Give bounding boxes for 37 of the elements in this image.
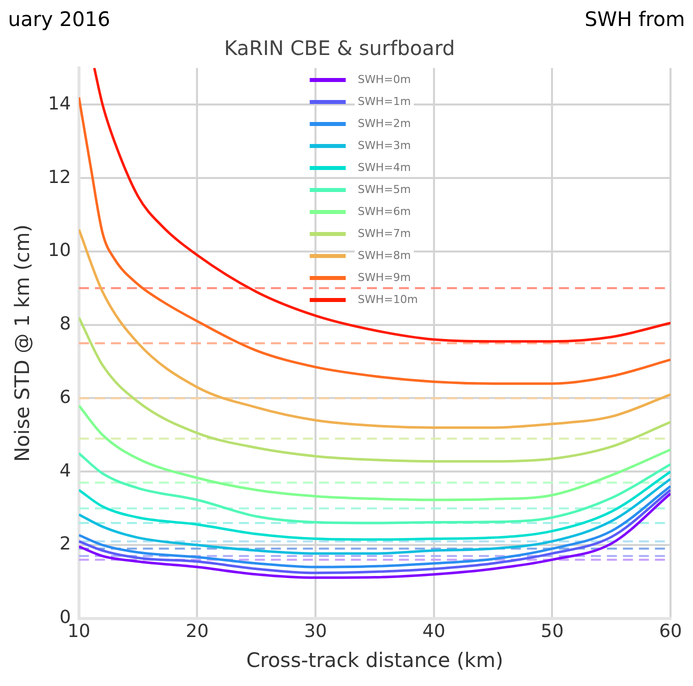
y-axis-title: Noise STD @ 1 km (cm)	[10, 224, 34, 462]
y-tick-label: 12	[48, 166, 71, 188]
line-series	[78, 470, 671, 541]
y-tick-label: 0	[59, 607, 71, 628]
legend-label: SWH=5m	[358, 182, 411, 196]
y-tick-label: 6	[59, 386, 71, 408]
legend-label: SWH=8m	[358, 248, 411, 262]
legend-label: SWH=3m	[358, 138, 411, 152]
legend-label: SWH=2m	[358, 116, 411, 130]
y-tick-label: 10	[48, 240, 71, 262]
y-tick-label: 14	[48, 93, 71, 114]
legend-label: SWH=0m	[358, 72, 411, 86]
chart-title: KaRIN CBE & surfboard	[224, 36, 455, 60]
line-series	[78, 228, 671, 429]
line-series	[78, 452, 671, 524]
x-axis-title: Cross-track distance (km)	[246, 648, 504, 672]
legend-label: SWH=6m	[358, 204, 411, 218]
line-series	[78, 404, 671, 502]
text: SWH from	[584, 7, 685, 31]
x-tick-label: 20	[186, 620, 209, 642]
x-tick-label: 60	[659, 620, 682, 642]
legend-label: SWH=10m	[358, 292, 418, 306]
line-series	[93, 68, 671, 343]
legend-label: SWH=1m	[358, 94, 411, 108]
y-tick-label: 4	[59, 460, 71, 482]
legend-label: SWH=4m	[358, 160, 411, 174]
x-tick-label: 40	[422, 620, 446, 642]
line-series	[78, 96, 671, 385]
x-tick-label: 30	[304, 620, 328, 642]
line-series	[78, 316, 671, 463]
legend-label: SWH=7m	[358, 226, 411, 240]
line-series	[78, 478, 671, 555]
text: uary 2016	[8, 7, 110, 31]
y-tick-label: 8	[59, 314, 71, 335]
x-tick-label: 50	[540, 620, 564, 642]
legend-label: SWH=9m	[358, 270, 411, 284]
y-tick-label: 2	[59, 534, 71, 555]
